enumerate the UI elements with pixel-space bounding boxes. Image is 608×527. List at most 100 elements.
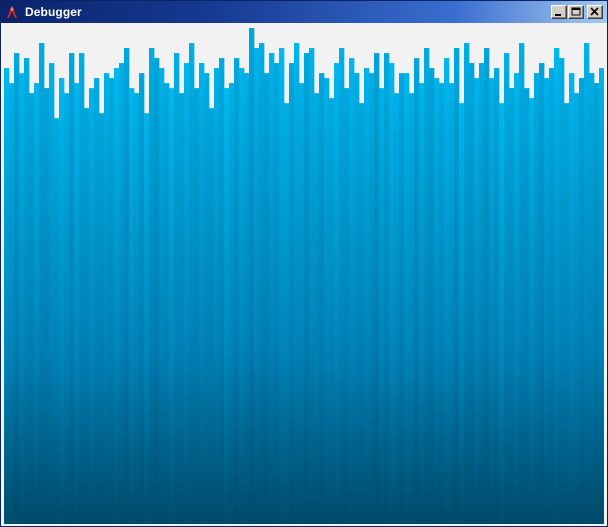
bar-shade [299, 83, 305, 524]
bar [244, 73, 250, 524]
bar [324, 78, 330, 524]
bar [19, 73, 25, 524]
bar [424, 48, 430, 524]
bar-shade [9, 83, 15, 524]
bar [139, 73, 145, 524]
bar-shade [524, 88, 530, 524]
bar [539, 63, 545, 524]
bar-shade [429, 68, 435, 524]
bar [329, 98, 335, 524]
bar-shade [414, 58, 420, 524]
bar-shade [469, 63, 475, 524]
bar [434, 78, 440, 524]
bar-shade [239, 68, 244, 524]
bar-shade [109, 78, 115, 524]
bar [334, 63, 340, 524]
bar-shade [479, 63, 485, 524]
bar [489, 78, 495, 524]
bar-shade [379, 88, 385, 524]
maximize-button[interactable] [568, 5, 584, 19]
bar-shade [34, 83, 39, 524]
debugger-canvas[interactable] [4, 23, 604, 524]
bar [374, 53, 380, 524]
bar-shade [119, 63, 125, 524]
bar-shade [454, 48, 460, 524]
bar-shade [94, 78, 100, 524]
bar-shade [484, 48, 490, 524]
bar-shade [589, 73, 595, 524]
app-logo-icon[interactable] [4, 4, 20, 20]
bar-shade [149, 48, 155, 524]
bar-shade [254, 48, 259, 524]
bar-shade [104, 73, 110, 524]
bar [359, 103, 365, 524]
bar [299, 83, 305, 524]
bar [124, 48, 130, 524]
bar [354, 73, 360, 524]
bar [559, 58, 565, 524]
bar [499, 103, 505, 524]
bar [264, 73, 270, 524]
bar-shade [84, 108, 90, 524]
bar-shade [234, 58, 240, 524]
bar-shade [364, 68, 369, 524]
bar-shade [284, 103, 290, 524]
bar-shade [574, 93, 580, 524]
bar [444, 58, 450, 524]
bar [214, 68, 220, 524]
bar-shade [319, 73, 325, 524]
bar-shade [449, 83, 455, 524]
bar-shade [594, 83, 600, 524]
bar [229, 83, 235, 524]
bar-shade [339, 48, 345, 524]
bar [344, 88, 350, 524]
bar-shade [569, 73, 574, 524]
bar [599, 68, 604, 524]
bar-shade [69, 53, 75, 524]
bar-shade [309, 48, 314, 524]
close-button[interactable] [587, 5, 603, 19]
bar-shade [164, 83, 170, 524]
bar [149, 48, 155, 524]
bar [509, 88, 515, 524]
bar [194, 88, 200, 524]
bar [109, 78, 115, 524]
bar [169, 88, 175, 524]
bar-shade [54, 118, 60, 524]
bar-shade [584, 43, 589, 524]
bar [474, 78, 480, 524]
bar [99, 113, 105, 524]
bar-shade [599, 68, 604, 524]
bar [574, 93, 580, 524]
bar [49, 63, 55, 524]
bar-shade [39, 43, 45, 524]
bar-shade [394, 93, 400, 524]
bar-shade [519, 43, 525, 524]
bar-shade [489, 78, 495, 524]
bar [304, 53, 310, 524]
bar-shade [424, 48, 430, 524]
close-icon [590, 7, 599, 16]
bar-shade [369, 73, 375, 524]
bar [534, 73, 540, 524]
minimize-button[interactable] [551, 5, 567, 19]
bar [554, 48, 560, 524]
bar-shade [139, 73, 145, 524]
minimize-icon [555, 14, 561, 16]
bar-shade [559, 58, 565, 524]
bar [289, 63, 295, 524]
bar-shade [249, 28, 255, 524]
bar-shade [74, 83, 79, 524]
bar [459, 103, 465, 524]
bar [409, 93, 415, 524]
title-bar[interactable]: Debugger [1, 1, 607, 24]
bar-shade [269, 53, 275, 524]
bar-shade [439, 83, 445, 524]
bar-shade [419, 83, 424, 524]
bar-shade [129, 88, 134, 524]
bar [219, 58, 225, 524]
bar [399, 73, 405, 524]
bar [74, 83, 80, 524]
bar [104, 73, 110, 524]
bar [69, 53, 75, 524]
